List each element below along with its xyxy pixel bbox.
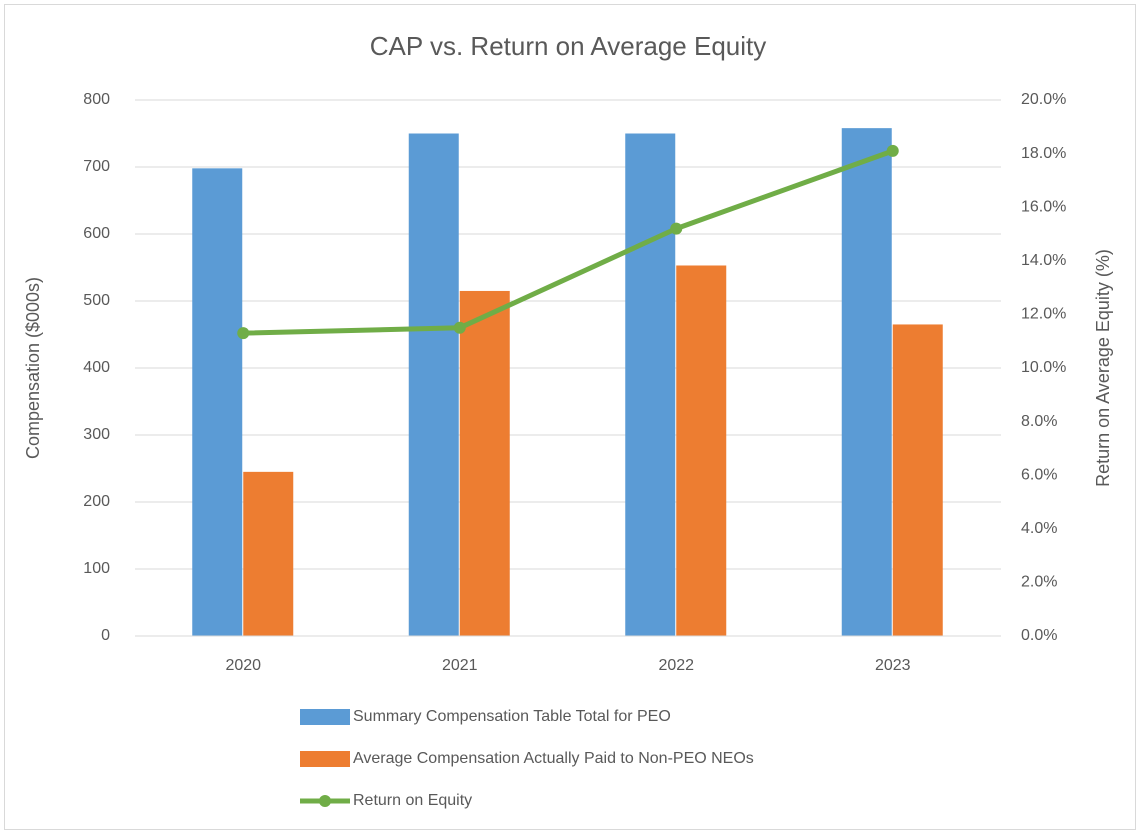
line [243, 148, 894, 336]
line-marker [237, 327, 250, 340]
y-tick-label: 700 [83, 158, 110, 175]
y2-tick-label: 18.0% [1021, 145, 1066, 162]
y-tick-label: 800 [83, 91, 110, 108]
bar [676, 265, 727, 636]
bar [625, 133, 676, 636]
y2-axis-label: Return on Average Equity (%) [1093, 249, 1113, 487]
line-marker [886, 144, 899, 157]
legend-swatch [300, 709, 350, 725]
y-tick-label: 600 [83, 225, 110, 242]
bar [192, 168, 243, 636]
y-tick-label: 300 [83, 426, 110, 443]
y-tick-label: 400 [83, 359, 110, 376]
line-marker [670, 222, 683, 235]
bar [243, 471, 294, 636]
bar [459, 290, 510, 636]
x-tick-label: 2023 [875, 657, 911, 674]
legend-label: Average Compensation Actually Paid to No… [353, 750, 754, 767]
x-tick-label: 2022 [658, 657, 694, 674]
y2-tick-label: 8.0% [1021, 413, 1057, 430]
y2-tick-label: 12.0% [1021, 306, 1066, 323]
legend-label: Return on Equity [353, 792, 472, 809]
bar [841, 128, 892, 636]
y-tick-label: 200 [83, 493, 110, 510]
x-tick-label: 2020 [225, 657, 261, 674]
line-marker [453, 321, 466, 334]
bar [892, 324, 943, 636]
legend-swatch-marker [319, 795, 331, 807]
legend-label: Summary Compensation Table Total for PEO [353, 708, 671, 725]
legend-swatch [300, 751, 350, 767]
y2-tick-label: 2.0% [1021, 574, 1057, 591]
chart-title: CAP vs. Return on Average Equity [370, 31, 767, 61]
y-tick-label: 500 [83, 292, 110, 309]
bar [408, 133, 459, 636]
y2-tick-label: 6.0% [1021, 466, 1057, 483]
x-tick-label: 2021 [442, 657, 478, 674]
chart-frame [4, 4, 1136, 830]
y2-tick-label: 16.0% [1021, 198, 1066, 215]
y2-tick-label: 14.0% [1021, 252, 1066, 269]
y2-tick-label: 20.0% [1021, 91, 1066, 108]
y2-tick-label: 4.0% [1021, 520, 1057, 537]
y-axis-label: Compensation ($000s) [23, 277, 43, 459]
y-tick-label: 100 [83, 560, 110, 577]
y-tick-label: 0 [101, 627, 110, 644]
y2-tick-label: 10.0% [1021, 359, 1066, 376]
y2-tick-label: 0.0% [1021, 627, 1057, 644]
